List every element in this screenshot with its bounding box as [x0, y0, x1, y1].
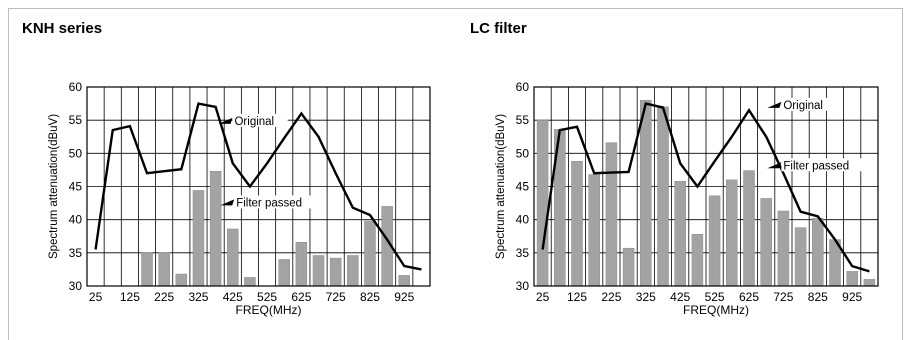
- x-tick-label: 925: [394, 290, 414, 304]
- bar-filter-passed: [605, 142, 618, 287]
- bar-filter-passed: [536, 119, 549, 287]
- x-tick-label: 825: [808, 290, 828, 304]
- annotation-label: Original: [783, 100, 823, 112]
- x-tick-label: 625: [291, 290, 311, 304]
- line-original: [94, 102, 422, 271]
- bar-filter-passed: [743, 170, 755, 287]
- annotation-backing: [232, 113, 288, 127]
- y-tick-label: 50: [516, 146, 530, 160]
- bar-filter-passed: [760, 198, 772, 287]
- bar-filter-passed: [622, 247, 635, 287]
- bar-filter-passed: [571, 161, 583, 287]
- x-tick-label: 325: [188, 290, 208, 304]
- y-tick-label: 50: [69, 146, 83, 160]
- bar-filter-passed: [588, 174, 600, 287]
- annotation-arrow: [220, 199, 235, 206]
- bar-filter-passed: [846, 271, 858, 287]
- annotation-arrow: [767, 101, 782, 108]
- x-tick-label: 425: [223, 290, 243, 304]
- x-tick-label: 725: [326, 290, 346, 304]
- x-tick-label: 925: [842, 290, 862, 304]
- annotation-backing: [781, 97, 837, 111]
- y-tick-label: 40: [516, 213, 530, 227]
- x-tick-label: 25: [89, 290, 103, 304]
- y-tick-label: 55: [516, 113, 530, 127]
- x-tick-label: 125: [120, 290, 140, 304]
- y-tick-label: 35: [69, 246, 83, 260]
- y-tick-label: 30: [516, 279, 530, 293]
- bar-filter-passed: [674, 180, 686, 287]
- x-tick-label: 425: [670, 290, 690, 304]
- x-tick-label: 725: [773, 290, 793, 304]
- x-tick-label: 825: [360, 290, 380, 304]
- annotation-arrow: [767, 162, 782, 169]
- chart-title-knh: KNH series: [22, 20, 103, 37]
- y-tick-label: 30: [69, 279, 83, 293]
- annotation-label: Filter passed: [236, 197, 302, 209]
- annotation-arrow: [218, 117, 233, 124]
- bar-filter-passed: [794, 227, 807, 287]
- y-tick-label: 45: [516, 180, 530, 194]
- y-tick-label: 60: [69, 80, 83, 94]
- y-tick-label: 35: [516, 246, 530, 260]
- annotation-backing: [781, 158, 869, 172]
- bar-filter-passed: [640, 100, 652, 287]
- bar-filter-passed: [691, 234, 704, 287]
- x-tick-label: 625: [739, 290, 759, 304]
- x-tick-label: 225: [154, 290, 174, 304]
- chart-knh-series: 60 55 50 45 40 35 30 25 125 225 325 425 525 625 725 825…: [48, 80, 431, 317]
- y-tick-label: 45: [69, 180, 83, 194]
- y-axis-label: Spectrum attenuation(dBuV): [48, 114, 60, 259]
- bar-filter-passed: [863, 279, 876, 287]
- y-tick-label: 60: [516, 80, 530, 94]
- bar-filter-passed: [726, 179, 738, 287]
- plot-border: [533, 86, 879, 287]
- x-axis-label: FREQ(MHz): [236, 303, 302, 317]
- x-axis-label: FREQ(MHz): [683, 303, 749, 317]
- bar-filter-passed: [657, 106, 669, 287]
- x-tick-label: 525: [257, 290, 277, 304]
- plot-border: [86, 86, 431, 287]
- y-tick-label: 55: [69, 113, 83, 127]
- y-axis-label: Spectrum attenuation(dBuV): [495, 114, 507, 259]
- bar-filter-passed: [812, 218, 824, 287]
- annotation-label: Original: [234, 116, 274, 128]
- x-tick-label: 125: [567, 290, 587, 304]
- annotation-backing: [234, 195, 322, 209]
- bar-filter-passed: [777, 210, 790, 287]
- annotation-label: Filter passed: [783, 160, 849, 172]
- x-tick-label: 325: [636, 290, 656, 304]
- x-tick-label: 525: [705, 290, 725, 304]
- line-original: [541, 102, 870, 273]
- figure-frame: [8, 8, 903, 340]
- x-tick-label: 225: [601, 290, 621, 304]
- chart-title-lc: LC filter: [470, 20, 527, 37]
- y-tick-label: 40: [69, 213, 83, 227]
- x-tick-label: 25: [536, 290, 550, 304]
- bar-filter-passed: [708, 195, 721, 287]
